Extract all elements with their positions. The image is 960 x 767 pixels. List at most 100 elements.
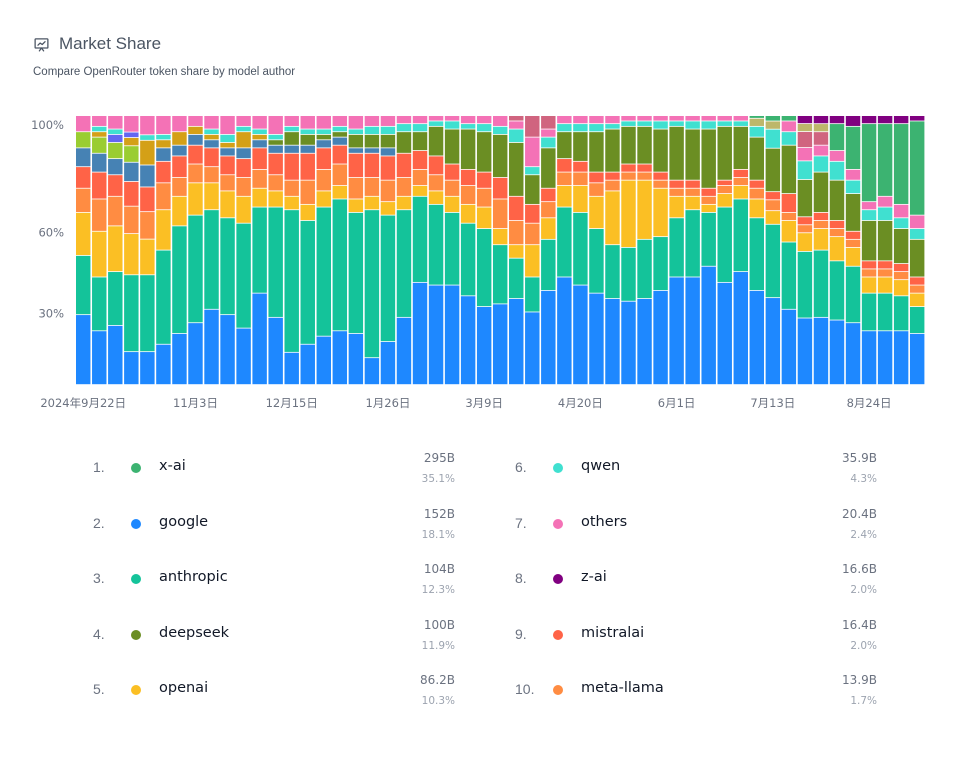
bar-segment-qwen[interactable] bbox=[621, 121, 636, 126]
bar-segment-deepseek[interactable] bbox=[749, 137, 765, 180]
legend-author-name[interactable]: meta-llama bbox=[581, 680, 664, 696]
bar-segment-qwen[interactable] bbox=[893, 218, 909, 229]
bar-segment-mistralai[interactable] bbox=[124, 181, 139, 206]
bar-segment-mistralai[interactable] bbox=[877, 261, 893, 269]
bar-segment-google[interactable] bbox=[460, 296, 476, 385]
bar-segment-google[interactable] bbox=[765, 298, 781, 385]
bar-segment-anthropic[interactable] bbox=[589, 228, 604, 293]
bar-segment-meta-llama[interactable] bbox=[332, 164, 348, 186]
bar-segment-anthropic[interactable] bbox=[605, 245, 620, 299]
bar-segment-openai[interactable] bbox=[845, 247, 861, 266]
bar-segment-others[interactable] bbox=[573, 116, 588, 124]
bar-segment-cohere[interactable] bbox=[252, 140, 267, 148]
bar-segment-google[interactable] bbox=[300, 344, 315, 385]
bar-segment-mistralai[interactable] bbox=[332, 145, 348, 164]
bar-segment-z-ai[interactable] bbox=[909, 116, 925, 121]
bar-segment-others[interactable] bbox=[829, 150, 845, 161]
bar-segment-google[interactable] bbox=[653, 290, 668, 385]
bar-segment-meta-llama[interactable] bbox=[605, 180, 620, 191]
bar-segment-google[interactable] bbox=[76, 315, 91, 385]
bar-segment-openai[interactable] bbox=[797, 233, 813, 252]
bar-segment-openai[interactable] bbox=[653, 188, 668, 237]
bar-segment-deepseek[interactable] bbox=[845, 194, 861, 231]
bar-segment-mistralai[interactable] bbox=[573, 161, 588, 172]
bar-segment-meta-llama[interactable] bbox=[781, 212, 797, 221]
bar-segment-mistralai[interactable] bbox=[156, 161, 171, 183]
bar-segment-google[interactable] bbox=[845, 323, 861, 385]
bar-segment-anthropic[interactable] bbox=[300, 220, 315, 344]
bar-segment-deepseek[interactable] bbox=[653, 129, 668, 172]
bar-segment-qwen[interactable] bbox=[364, 126, 380, 135]
bar-segment-openai[interactable] bbox=[765, 211, 781, 224]
bar-segment-openai[interactable] bbox=[749, 199, 765, 218]
bar-segment-meta-llama[interactable] bbox=[140, 212, 155, 239]
bar-segment-meta-llama[interactable] bbox=[492, 199, 508, 229]
bar-segment-openai[interactable] bbox=[829, 237, 845, 261]
bar-segment-deepseek[interactable] bbox=[589, 132, 604, 172]
bar-segment-meta-llama[interactable] bbox=[156, 183, 171, 210]
bar-segment-others[interactable] bbox=[140, 116, 155, 135]
bar-segment-mistralai[interactable] bbox=[268, 153, 283, 175]
bar-segment-meta-llama[interactable] bbox=[637, 172, 652, 180]
bar-segment-anthropic[interactable] bbox=[653, 237, 668, 291]
bar-segment-meta-llama[interactable] bbox=[621, 172, 636, 180]
bar-segment-moonshotai[interactable] bbox=[813, 132, 829, 145]
bar-segment-cohere[interactable] bbox=[220, 148, 235, 156]
bar-segment-google[interactable] bbox=[476, 306, 492, 385]
bar-segment-others[interactable] bbox=[909, 215, 925, 229]
bar-segment-others[interactable] bbox=[204, 116, 219, 129]
bar-segment-mistralai[interactable] bbox=[845, 231, 861, 239]
bar-segment-openai[interactable] bbox=[92, 231, 107, 277]
bar-segment-others[interactable] bbox=[781, 121, 797, 132]
bar-segment-others[interactable] bbox=[380, 116, 396, 126]
bar-segment-google[interactable] bbox=[332, 331, 348, 385]
bar-segment-google[interactable] bbox=[108, 325, 123, 385]
bar-segment-deepseek[interactable] bbox=[685, 129, 700, 180]
bar-segment-deepseek[interactable] bbox=[893, 228, 909, 264]
bar-segment-others[interactable] bbox=[492, 116, 508, 126]
bar-segment-meta-llama[interactable] bbox=[348, 177, 364, 199]
bar-segment-anthropic[interactable] bbox=[412, 196, 428, 282]
bar-segment-meta-llama[interactable] bbox=[797, 225, 813, 233]
bar-segment-google[interactable] bbox=[797, 318, 813, 385]
bar-segment-openai[interactable] bbox=[669, 196, 684, 218]
bar-segment-mistralai[interactable] bbox=[444, 164, 460, 180]
bar-segment-others[interactable] bbox=[460, 116, 476, 124]
bar-segment-mistralai[interactable] bbox=[893, 263, 909, 272]
bar-segment-cohere[interactable] bbox=[284, 145, 299, 153]
bar-segment-cohere[interactable] bbox=[76, 148, 91, 167]
bar-segment-qwen[interactable] bbox=[573, 124, 588, 132]
bar-segment-qwen[interactable] bbox=[557, 124, 572, 132]
bar-segment-anthropic[interactable] bbox=[428, 204, 444, 285]
bar-segment-z-ai[interactable] bbox=[845, 116, 861, 126]
bar-segment-google[interactable] bbox=[172, 333, 187, 385]
bar-segment-google[interactable] bbox=[637, 298, 652, 385]
bar-segment-meta-llama[interactable] bbox=[220, 175, 235, 191]
bar-segment-google[interactable] bbox=[813, 317, 829, 385]
bar-segment-qwen[interactable] bbox=[252, 129, 267, 135]
bar-segment-openai[interactable] bbox=[156, 210, 171, 250]
legend-item-others[interactable]: 7. others 20.4B 2.4% bbox=[515, 501, 877, 545]
bar-segment-others[interactable] bbox=[685, 116, 700, 121]
bar-segment-deepseek[interactable] bbox=[268, 140, 283, 145]
bar-segment-openai[interactable] bbox=[813, 228, 829, 250]
bar-segment-meta-llama[interactable] bbox=[669, 188, 684, 196]
bar-segment-google[interactable] bbox=[541, 290, 556, 385]
bar-segment-openai[interactable] bbox=[861, 277, 877, 293]
bar-segment-qwen[interactable] bbox=[268, 134, 283, 140]
bar-segment-qwen[interactable] bbox=[733, 121, 748, 126]
bar-segment-anthropic[interactable] bbox=[685, 210, 700, 277]
bar-segment-deepseek[interactable] bbox=[509, 142, 524, 196]
bar-segment-anthropic[interactable] bbox=[108, 272, 123, 326]
bar-segment-qwen[interactable] bbox=[220, 134, 235, 143]
legend-item-mistralai[interactable]: 9. mistralai 16.4B 2.0% bbox=[515, 612, 877, 656]
bar-segment-google[interactable] bbox=[284, 352, 299, 385]
bar-segment-deepseek[interactable] bbox=[460, 129, 476, 169]
bar-segment-moonshotai[interactable] bbox=[541, 116, 556, 129]
bar-segment-others[interactable] bbox=[589, 116, 604, 124]
bar-segment-meta-llama[interactable] bbox=[557, 172, 572, 186]
legend-author-name[interactable]: x-ai bbox=[159, 458, 186, 474]
bar-segment-anthropic[interactable] bbox=[284, 210, 299, 352]
bar-segment-gryphe[interactable] bbox=[124, 146, 139, 162]
bar-segment-qwen[interactable] bbox=[541, 137, 556, 148]
